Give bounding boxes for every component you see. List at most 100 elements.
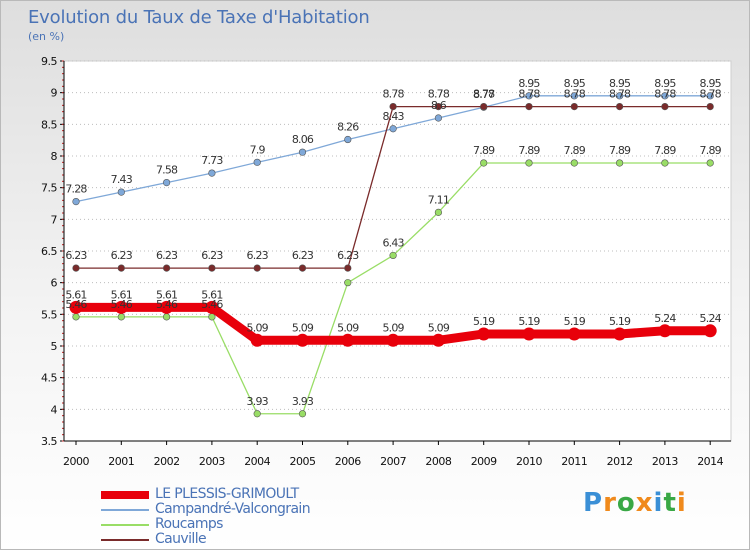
data-label: 5.61: [201, 288, 222, 301]
x-tick-label: 2013: [652, 455, 678, 468]
data-label: 6.23: [337, 249, 359, 262]
y-tick-label: 4.5: [41, 372, 57, 385]
data-label: 8.78: [518, 88, 540, 101]
data-label: 7.89: [518, 144, 540, 157]
data-point: [253, 264, 261, 272]
y-tick-label: 9: [51, 87, 58, 100]
data-label: 7.73: [201, 154, 223, 167]
data-point: [160, 300, 174, 314]
data-point: [72, 198, 80, 206]
data-label: 5.09: [428, 321, 450, 334]
data-point: [163, 264, 171, 272]
data-label: 7.9: [250, 143, 266, 156]
data-point: [389, 125, 397, 133]
x-tick-label: 2010: [516, 455, 542, 468]
y-tick-label: 6.5: [41, 245, 57, 258]
legend-swatch: [101, 509, 149, 511]
data-label: 8.77: [473, 88, 495, 101]
data-point: [567, 327, 581, 341]
data-point: [706, 92, 714, 100]
data-label: 5.61: [111, 288, 132, 301]
x-tick-label: 2012: [607, 455, 633, 468]
x-tick-label: 2002: [154, 455, 180, 468]
data-label: 5.19: [609, 315, 631, 328]
data-label: 7.11: [428, 193, 449, 206]
data-label: 8.26: [337, 121, 359, 134]
data-label: 6.23: [65, 249, 87, 262]
data-label: 7.89: [473, 144, 495, 157]
data-point: [69, 300, 83, 314]
legend-label: Campandré-Valcongrain: [155, 501, 311, 517]
data-label: 5.09: [382, 321, 404, 334]
data-label: 8.95: [518, 77, 540, 90]
x-tick-label: 2005: [290, 455, 316, 468]
y-tick-label: 7.5: [41, 182, 57, 195]
data-label: 7.89: [609, 144, 631, 157]
data-label: 8.95: [700, 77, 722, 90]
data-label: 6.23: [111, 249, 133, 262]
data-point: [431, 333, 445, 347]
data-label: 5.19: [564, 315, 586, 328]
y-tick-label: 7: [51, 213, 58, 226]
proxiti-logo: Proxiti: [583, 488, 687, 518]
x-tick-label: 2001: [108, 455, 134, 468]
data-label: 8.78: [473, 88, 495, 101]
data-point: [615, 159, 624, 167]
data-point: [208, 264, 216, 272]
data-point: [117, 188, 125, 196]
legend-label: LE PLESSIS-GRIMOULT: [155, 486, 299, 502]
data-point: [344, 279, 352, 287]
legend-label: Cauville: [155, 531, 207, 547]
data-label: 5.46: [111, 298, 133, 311]
data-label: 6.43: [382, 236, 404, 249]
data-point: [389, 102, 397, 111]
data-label: 7.89: [654, 144, 676, 157]
data-label: 8.78: [654, 88, 676, 101]
data-label: 5.24: [654, 312, 676, 325]
chart-title: Evolution du Taux de Taxe d'Habitation: [28, 7, 370, 28]
data-point: [525, 159, 533, 167]
data-label: 5.24: [700, 312, 722, 325]
data-point: [477, 327, 491, 341]
data-label: 8.95: [654, 77, 676, 90]
data-point: [434, 102, 443, 111]
data-label: 5.61: [65, 288, 86, 301]
legend-label: Roucamps: [155, 516, 223, 532]
legend-swatch: [101, 491, 149, 499]
data-label: 8.78: [609, 88, 631, 101]
data-point: [253, 158, 261, 166]
data-label: 6.23: [156, 249, 178, 262]
data-point: [570, 92, 578, 100]
y-tick-label: 9.5: [41, 55, 57, 68]
data-point: [117, 313, 125, 321]
data-label: 7.89: [564, 144, 586, 157]
data-label: 7.28: [65, 183, 87, 196]
data-label: 5.09: [292, 321, 314, 334]
data-point: [570, 159, 578, 167]
data-point: [208, 169, 216, 177]
data-point: [661, 92, 669, 100]
data-point: [706, 102, 714, 111]
y-tick-label: 8.5: [41, 118, 57, 131]
data-point: [522, 327, 536, 341]
data-label: 8.95: [564, 77, 586, 90]
x-tick-label: 2008: [425, 455, 451, 468]
data-point: [525, 102, 533, 111]
data-label: 8.78: [564, 88, 586, 101]
x-tick-label: 2011: [561, 455, 587, 468]
data-point: [298, 148, 307, 156]
y-tick-label: 3.5: [41, 435, 57, 448]
y-tick-label: 5.5: [41, 308, 57, 321]
data-label: 5.19: [518, 315, 540, 328]
data-label: 8.6: [431, 99, 447, 112]
x-tick-label: 2007: [380, 455, 406, 468]
data-point: [163, 313, 171, 321]
data-point: [706, 159, 714, 167]
data-point: [570, 102, 578, 111]
x-tick-label: 2000: [63, 455, 89, 468]
y-tick-label: 4: [51, 403, 58, 416]
data-point: [341, 333, 355, 347]
data-label: 8.06: [292, 133, 314, 146]
chart-subtitle: (en %): [28, 30, 65, 43]
